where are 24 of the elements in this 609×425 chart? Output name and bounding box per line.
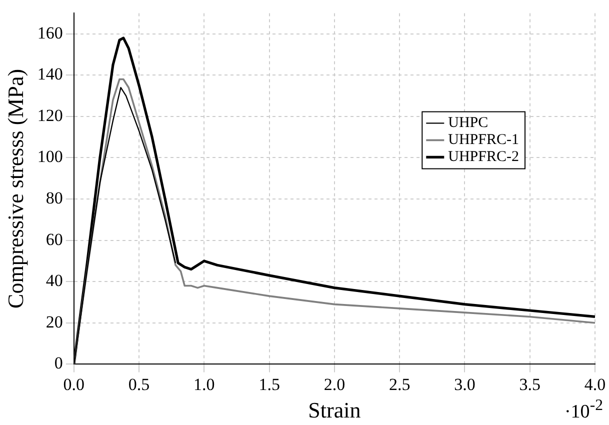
y-tick-label: 0 bbox=[54, 354, 63, 373]
y-tick-label: 140 bbox=[37, 64, 63, 84]
y-tick-label: 160 bbox=[37, 23, 63, 42]
x-tick-label: 2.5 bbox=[388, 374, 410, 394]
y-tick-label: 60 bbox=[46, 230, 63, 249]
y-axis-title: Compressive stresss (MPa) bbox=[2, 68, 28, 308]
x-tick-label: 0.0 bbox=[63, 374, 85, 394]
x-tick-label: 1.5 bbox=[258, 374, 280, 394]
x-tick-label: 1.0 bbox=[194, 374, 215, 394]
x-tick-label: 2.0 bbox=[324, 374, 346, 394]
y-tick-label: 120 bbox=[37, 106, 63, 125]
legend-label: UHPFRC-1 bbox=[448, 132, 520, 148]
y-tick-label: 100 bbox=[37, 147, 63, 166]
x-tick-label: 0.5 bbox=[128, 374, 150, 394]
x-axis-title: Strain bbox=[308, 398, 361, 423]
legend-label: UHPFRC-2 bbox=[448, 149, 520, 166]
y-tick-label: 20 bbox=[46, 312, 63, 332]
y-tick-label: 80 bbox=[46, 188, 63, 208]
x-tick-label: 4.0 bbox=[584, 374, 606, 394]
text: ·10$^{-2}$ bbox=[564, 396, 603, 423]
x-tick-label: 3.0 bbox=[454, 374, 476, 394]
legend-label: UHPC bbox=[448, 115, 488, 132]
y-tick-label: 40 bbox=[46, 271, 63, 290]
x-tick-label: 3.5 bbox=[519, 374, 540, 394]
